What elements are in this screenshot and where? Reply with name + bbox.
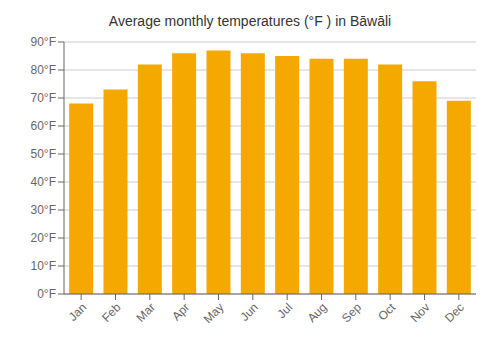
svg-text:Jan: Jan [66,300,90,324]
svg-text:Oct: Oct [375,300,399,324]
svg-text:90°F: 90°F [31,35,56,49]
svg-text:40°F: 40°F [31,175,56,189]
svg-text:Sep: Sep [339,300,364,325]
html-text:Average monthly temperatures (: Average monthly temperatures (°F ) in Bā… [108,13,392,29]
svg-text:60°F: 60°F [31,119,56,133]
svg-text:30°F: 30°F [31,203,56,217]
svg-text:20°F: 20°F [31,231,56,245]
svg-text:80°F: 80°F [31,63,56,77]
svg-text:Jun: Jun [237,300,261,324]
svg-text:Aug: Aug [305,300,330,325]
svg-text:10°F: 10°F [31,259,56,273]
svg-text:0°F: 0°F [37,287,56,301]
svg-text:May: May [201,300,227,326]
svg-text:Apr: Apr [169,300,192,323]
svg-text:Dec: Dec [442,300,467,325]
svg-text:Feb: Feb [99,300,124,325]
svg-text:Mar: Mar [133,300,158,325]
svg-text:Jul: Jul [275,300,296,321]
svg-text:70°F: 70°F [31,91,56,105]
svg-text:Nov: Nov [408,300,433,325]
svg-text:50°F: 50°F [31,147,56,161]
